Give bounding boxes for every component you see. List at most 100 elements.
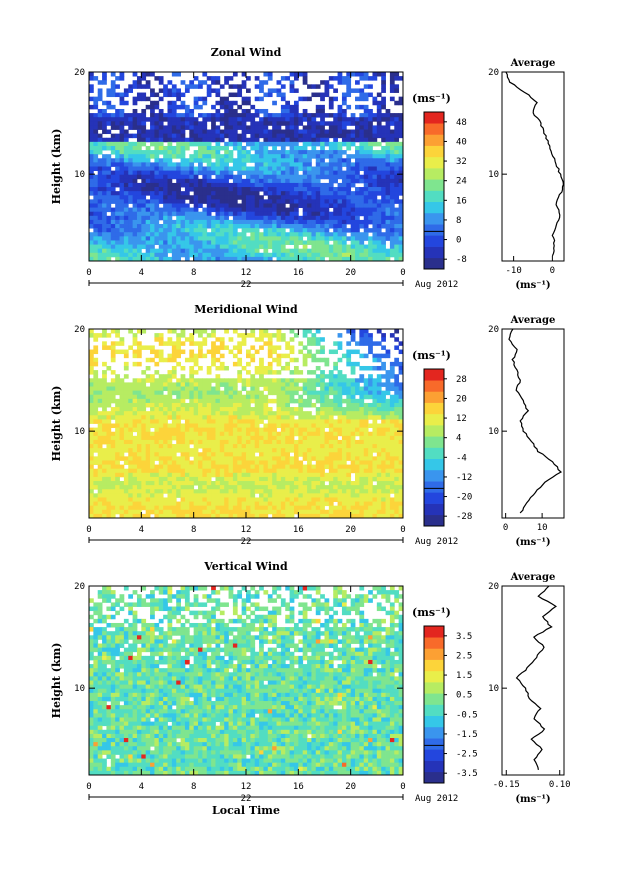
heatmap-cell xyxy=(219,133,225,139)
heatmap-cell xyxy=(267,158,273,163)
heatmap-cell xyxy=(254,407,260,412)
heatmap-cell xyxy=(163,448,168,453)
heatmap-cell xyxy=(119,96,125,102)
heatmap-cell xyxy=(254,76,260,81)
heatmap-cell xyxy=(328,431,334,437)
heatmap-cell xyxy=(363,476,369,482)
heatmap-cell xyxy=(341,374,347,379)
month-label: Aug 2012 xyxy=(415,280,458,290)
heatmap-cell xyxy=(250,398,256,404)
heatmap-cell xyxy=(298,435,304,441)
heatmap-cell xyxy=(333,419,338,424)
heatmap-cell xyxy=(250,137,256,143)
heatmap-cell xyxy=(350,219,356,225)
heatmap-cell xyxy=(311,195,317,200)
heatmap-cell xyxy=(333,448,338,453)
heatmap-cell xyxy=(202,415,208,420)
heatmap-cell xyxy=(267,472,273,478)
heatmap-cell xyxy=(163,402,168,408)
colorbar-swatch xyxy=(424,156,444,169)
heatmap-cell xyxy=(337,236,343,241)
heatmap-cell xyxy=(102,174,107,180)
heatmap-cell xyxy=(224,228,229,233)
heatmap-cell xyxy=(254,137,260,143)
heatmap-cell xyxy=(136,329,142,334)
heatmap-cell xyxy=(224,182,229,188)
heatmap-cell xyxy=(328,187,334,192)
heatmap-cell xyxy=(154,353,160,359)
heatmap-cell xyxy=(276,329,282,334)
heatmap-cell xyxy=(263,256,269,262)
heatmap-cell xyxy=(145,485,151,490)
heatmap-cell xyxy=(346,121,352,126)
heatmap-cell xyxy=(128,415,134,420)
heatmap-cell xyxy=(202,154,208,159)
heatmap-cell xyxy=(141,431,147,437)
heatmap-cell xyxy=(115,248,120,254)
heatmap-cell xyxy=(119,378,125,383)
heatmap-cell xyxy=(333,121,338,126)
heatmap-cell xyxy=(132,435,138,441)
heatmap-cell xyxy=(359,452,365,457)
heatmap-cell xyxy=(293,365,299,371)
heatmap-cell xyxy=(154,92,160,98)
heatmap-cell xyxy=(202,182,208,188)
heatmap-cell xyxy=(355,236,360,241)
heatmap-cell xyxy=(307,137,312,143)
heatmap-cell xyxy=(232,386,238,392)
heatmap-cell xyxy=(150,402,155,408)
heatmap-cell xyxy=(232,419,238,424)
heatmap-cell xyxy=(163,431,168,437)
heatmap-cell xyxy=(398,439,404,445)
heatmap-cell xyxy=(89,76,94,81)
heatmap-cell xyxy=(320,244,325,250)
heatmap-cell xyxy=(150,117,155,122)
heatmap-cell xyxy=(193,203,199,208)
heatmap-cell xyxy=(224,195,229,200)
heatmap-cell xyxy=(376,170,382,176)
heatmap-cell xyxy=(215,211,221,217)
heatmap-cell xyxy=(202,211,208,217)
heatmap-cell xyxy=(254,178,260,184)
heatmap-cell xyxy=(232,121,238,126)
heatmap-cell xyxy=(123,141,129,147)
heatmap-cell xyxy=(237,162,243,167)
heatmap-cell xyxy=(93,390,99,396)
heatmap-cell xyxy=(219,203,225,208)
heatmap-cell xyxy=(89,150,94,155)
heatmap-cell xyxy=(167,117,173,122)
heatmap-cell xyxy=(368,365,373,371)
heatmap-cell xyxy=(206,195,212,200)
heatmap-cell xyxy=(315,182,321,188)
heatmap-cell xyxy=(110,121,116,126)
heatmap-cell xyxy=(198,224,203,229)
heatmap-cell xyxy=(211,137,216,143)
heatmap-cell xyxy=(211,435,216,441)
heatmap-cell xyxy=(355,215,360,221)
heatmap-cell xyxy=(115,456,120,461)
heatmap-cell xyxy=(110,224,116,229)
heatmap-cell xyxy=(89,357,94,363)
heatmap-cell xyxy=(250,133,256,139)
heatmap-cell xyxy=(171,203,177,208)
heatmap-cell xyxy=(141,158,147,163)
heatmap-cell xyxy=(359,252,365,258)
heatmap-cell xyxy=(267,476,273,482)
heatmap-cell xyxy=(110,407,116,412)
heatmap-cell xyxy=(398,117,404,122)
heatmap-cell xyxy=(267,361,273,367)
heatmap-cell xyxy=(328,178,334,184)
heatmap-cell xyxy=(328,423,334,429)
heatmap-cell xyxy=(158,353,164,359)
heatmap-cell xyxy=(150,382,155,387)
heatmap-cell xyxy=(307,182,312,188)
heatmap-cell xyxy=(198,215,203,221)
heatmap-cell xyxy=(132,423,138,429)
heatmap-cell xyxy=(394,345,400,350)
heatmap-cell xyxy=(359,141,365,147)
heatmap-cell xyxy=(132,113,138,118)
heatmap-cell xyxy=(341,117,347,122)
heatmap-cell xyxy=(350,390,356,396)
heatmap-cell xyxy=(150,423,155,429)
heatmap-cell xyxy=(97,228,103,233)
